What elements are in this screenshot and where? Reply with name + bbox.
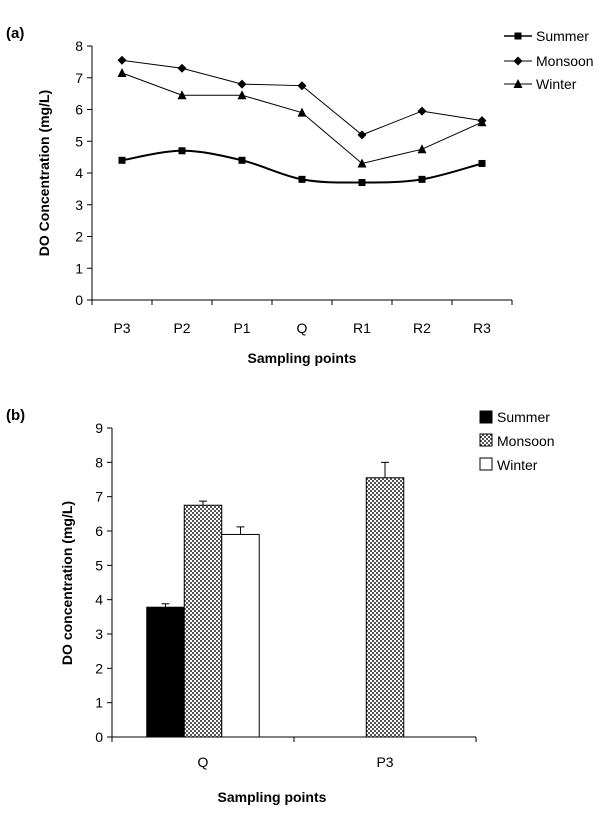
data-point-summer [358, 179, 366, 187]
legend-a-monsoon-label: Monsoon [536, 53, 594, 69]
panel-b-x-ticks: Q P3 [111, 737, 477, 770]
y-tick-label: 7 [95, 489, 103, 505]
y-tick-label: 6 [75, 102, 83, 118]
data-point-summer [178, 147, 186, 155]
y-tick-label: 3 [75, 197, 83, 213]
legend-b-summer-label: Summer [497, 409, 550, 425]
y-tick-label: 4 [95, 592, 103, 608]
y-tick-label: 5 [95, 557, 103, 573]
legend-a-winter: Winter [504, 76, 577, 92]
x-tick-label: Q [297, 320, 308, 336]
x-tick-label: P3 [113, 320, 130, 336]
x-tick-label: R2 [413, 320, 431, 336]
data-point-summer [418, 175, 426, 183]
panel-b-label: (b) [6, 407, 25, 424]
data-point-winter [177, 90, 187, 100]
legend-b-summer-swatch [479, 410, 493, 424]
legend-a-summer-label: Summer [536, 28, 589, 44]
panel-a-y-axis-title: DO Concentration (mg/L) [36, 90, 52, 256]
bar-monsoon-p3 [365, 477, 405, 738]
data-point-winter [417, 144, 427, 154]
y-tick-label: 2 [75, 229, 83, 245]
y-tick-label: 9 [95, 420, 103, 436]
legend-b-winter-swatch [479, 457, 493, 471]
x-tick-label: P2 [173, 320, 190, 336]
legend-a-monsoon: Monsoon [504, 53, 594, 69]
series-line-monsoon [121, 59, 483, 136]
legend-a-monsoon-marker [513, 56, 523, 66]
panel-b-bars [146, 461, 405, 738]
y-tick-label: 7 [75, 70, 83, 86]
data-point-summer [478, 159, 486, 167]
y-tick-label: 8 [95, 454, 103, 470]
legend-b-monsoon-label: Monsoon [497, 433, 555, 449]
y-tick-label: 1 [95, 695, 103, 711]
data-point-winter [237, 90, 247, 100]
data-point-winter [357, 158, 367, 168]
data-point-winter [297, 107, 307, 117]
y-tick-label: 6 [95, 523, 103, 539]
data-point-summer [298, 175, 306, 183]
panel-b-x-axis-title: Sampling points [218, 789, 327, 805]
x-tick-label: P3 [376, 754, 393, 770]
x-tick-label: R1 [353, 320, 371, 336]
data-point-monsoon [357, 130, 367, 140]
bar-summer-q [146, 606, 185, 738]
panel-b-legend: Summer Monsoon Winter [479, 409, 555, 473]
data-point-winter [477, 117, 487, 127]
legend-b-monsoon-swatch [479, 433, 493, 447]
panel-a-x-ticks: P3 P2 P1 Q R1 R2 R3 [91, 300, 513, 336]
legend-b-monsoon: Monsoon [479, 433, 555, 449]
legend-b-summer: Summer [479, 409, 550, 425]
data-point-monsoon [237, 79, 247, 89]
y-tick-label: 4 [75, 165, 83, 181]
panel-a-series [117, 55, 487, 187]
panel-a-y-ticks: 0 1 2 3 4 5 6 7 8 [75, 38, 92, 308]
legend-a-winter-label: Winter [536, 76, 577, 92]
x-tick-label: R3 [473, 320, 491, 336]
y-tick-label: 2 [95, 660, 103, 676]
panel-a-line-chart: (a) 0 1 2 3 4 5 6 7 8 P3 P2 P1 Q R1 R2 R3 Sampling poi… [6, 25, 594, 366]
bar-winter-q [221, 533, 260, 738]
legend-b-winter-label: Winter [497, 457, 538, 473]
data-point-monsoon [177, 63, 187, 73]
legend-b-winter: Winter [479, 457, 538, 473]
panel-b-y-axis-title: DO concentration (mg/L) [59, 501, 75, 665]
y-tick-label: 5 [75, 133, 83, 149]
y-tick-label: 0 [95, 729, 103, 745]
y-tick-label: 0 [75, 292, 83, 308]
panel-b-y-ticks: 0 1 2 3 4 5 6 7 8 9 [95, 420, 112, 745]
bar-monsoon-q [183, 504, 223, 738]
y-tick-label: 3 [95, 626, 103, 642]
data-point-monsoon [117, 55, 127, 65]
y-tick-label: 8 [75, 38, 83, 54]
panel-a-legend: Summer Monsoon Winter [504, 28, 594, 92]
data-point-monsoon [417, 106, 427, 116]
legend-a-summer-marker [514, 32, 522, 40]
data-point-summer [238, 156, 246, 164]
x-tick-label: P1 [233, 320, 250, 336]
panel-b-bar-chart: (b) 0 1 2 3 4 5 6 7 8 9 Q P3 Sampling points DO co… [6, 407, 555, 805]
legend-a-winter-marker [513, 79, 523, 88]
panel-a-label: (a) [6, 25, 24, 42]
data-point-winter [117, 67, 127, 77]
legend-a-summer: Summer [504, 28, 589, 44]
y-tick-label: 1 [75, 260, 83, 276]
data-point-summer [118, 156, 126, 164]
data-point-monsoon [297, 81, 307, 91]
x-tick-label: Q [198, 754, 209, 770]
panel-a-x-axis-title: Sampling points [248, 350, 357, 366]
